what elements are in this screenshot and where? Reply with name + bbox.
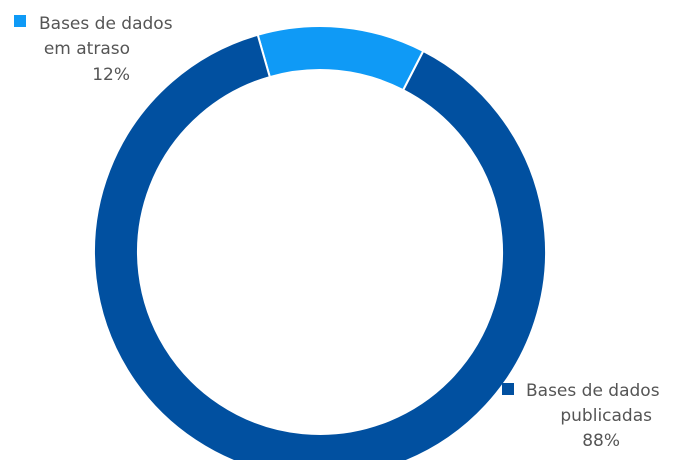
label-line-2-publicadas: publicadas — [560, 406, 652, 426]
donut-slices — [93, 25, 547, 464]
slice-label-atraso: Bases de dados em atraso 12% — [14, 14, 173, 85]
label-line-2-atraso: em atraso — [44, 39, 130, 59]
legend-swatch-atraso — [14, 15, 26, 27]
label-line-1-atraso: Bases de dados — [39, 14, 173, 34]
label-line-1-publicadas: Bases de dados — [526, 381, 660, 401]
donut-slice-publicadas — [93, 33, 547, 464]
donut-slice-atraso — [256, 25, 425, 92]
value-label-atraso: 12% — [92, 65, 130, 85]
value-label-publicadas: 88% — [582, 431, 620, 451]
legend-swatch-publicadas — [502, 383, 514, 395]
slice-label-publicadas: Bases de dados publicadas 88% — [502, 381, 660, 451]
